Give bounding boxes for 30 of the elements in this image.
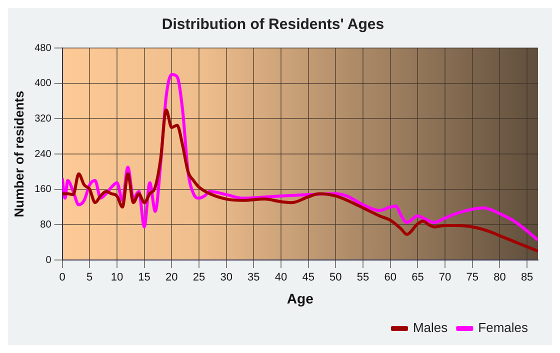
x-tick-label: 25 [192,272,206,284]
legend-label: Males [412,320,448,336]
x-tick-label: 55 [356,272,370,284]
x-tick-label: 40 [274,272,288,284]
y-tick-label: 160 [34,184,52,196]
x-tick-label: 0 [59,272,66,284]
legend-label: Females [478,320,528,336]
y-tick-label: 320 [34,113,52,124]
x-axis-title: Age [286,290,314,306]
x-tick-label: 15 [138,272,150,284]
x-tick-label: 50 [330,272,342,284]
y-tick-label: 0 [46,254,52,266]
x-tick-label: 65 [412,272,424,284]
x-tick-label: 5 [86,272,93,284]
x-tick-label: 85 [520,272,534,284]
x-tick-label: 80 [494,272,506,284]
x-tick-label: 30 [220,272,232,284]
x-tick-label: 60 [384,272,396,284]
y-axis-title: Number of residents [11,90,26,218]
y-tick-label: 240 [34,148,52,160]
chart-title: Distribution of Residents' Ages [162,16,384,34]
x-tick-label: 75 [466,272,479,284]
y-tick-label: 480 [34,42,52,54]
y-tick-label: 80 [40,219,52,230]
x-tick-label: 70 [438,272,452,284]
x-tick-label: 20 [166,272,178,284]
x-tick-label: 45 [302,272,314,284]
y-tick-label: 400 [34,78,52,90]
x-tick-label: 35 [248,272,260,284]
x-tick-label: 10 [110,272,124,284]
